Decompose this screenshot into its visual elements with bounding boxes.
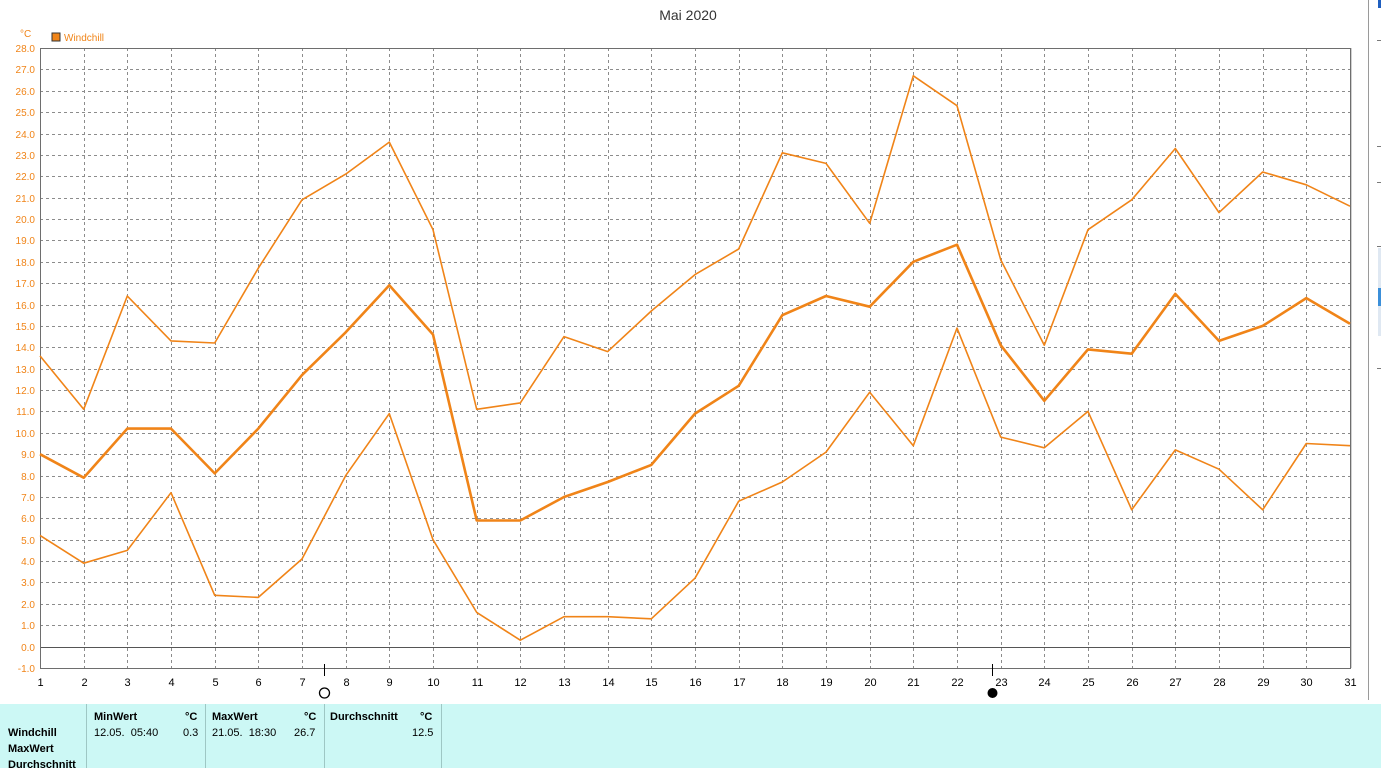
stats-label-column: Windchill MaxWert Durchschnitt <box>0 704 87 771</box>
x-tick-label: 12 <box>514 677 526 689</box>
y-tick-label: 21.0 <box>16 194 36 205</box>
legend-swatch <box>51 32 61 42</box>
windchill-chart: Mai 2020 °C Windchill -1.0 0.0 1.0 2.0 3.0 4.… <box>16 7 1357 699</box>
min-unit: °C <box>185 711 198 723</box>
y-tick-label: 19.0 <box>16 236 36 247</box>
edge-tick <box>1377 146 1381 147</box>
edge-tick <box>1377 40 1381 41</box>
x-tick-label: 2 <box>81 677 87 689</box>
x-tick-label: 10 <box>427 677 439 689</box>
max-unit: °C <box>304 711 317 723</box>
y-tick-label: 9.0 <box>21 450 35 461</box>
x-tick-label: 1 <box>37 677 43 689</box>
y-tick-label: 26.0 <box>16 87 36 98</box>
x-tick-label: 18 <box>776 677 788 689</box>
x-tick-label: 19 <box>820 677 832 689</box>
legend-label: Windchill <box>64 33 104 44</box>
x-tick-label: 17 <box>733 677 745 689</box>
max-datetime: 21.05. 18:30 <box>212 727 277 739</box>
y-tick-label: 6.0 <box>21 514 35 525</box>
max-header: MaxWert <box>212 711 258 723</box>
plot-frame <box>40 48 1351 669</box>
x-tick-label: 15 <box>645 677 657 689</box>
full-moon-icon <box>318 687 331 699</box>
x-tick-label: 5 <box>212 677 218 689</box>
y-tick-label: 8.0 <box>21 472 35 483</box>
x-tick-label: 3 <box>124 677 130 689</box>
stats-avg-column: Durchschnitt °C 12.5 <box>324 704 442 768</box>
x-tick-label: 14 <box>602 677 614 689</box>
x-tick-label: 7 <box>299 677 305 689</box>
y-tick-label: 12.0 <box>16 386 36 397</box>
y-tick-label: 18.0 <box>16 258 36 269</box>
y-tick-label: 24.0 <box>16 130 36 141</box>
y-tick-label: 13.0 <box>16 365 36 376</box>
y-tick-label: 17.0 <box>16 279 36 290</box>
max-value: 26.7 <box>294 727 316 739</box>
edge-tick <box>1377 368 1381 369</box>
series-line-max <box>39 75 1351 411</box>
x-tick-label: 27 <box>1169 677 1181 689</box>
x-tick-label: 26 <box>1126 677 1138 689</box>
y-tick-label: 27.0 <box>16 65 36 76</box>
x-tick-label: 22 <box>951 677 963 689</box>
y-tick-label: 16.0 <box>16 301 36 312</box>
y-tick-label: 0.0 <box>21 643 35 654</box>
series-line-avg <box>39 243 1351 522</box>
row-label-maxwert: MaxWert <box>8 743 54 755</box>
y-tick-label: 22.0 <box>16 172 36 183</box>
x-tick-label: 31 <box>1344 677 1356 689</box>
avg-value: 12.5 <box>412 727 434 739</box>
y-tick-label: 2.0 <box>21 600 35 611</box>
y-tick-label: 20.0 <box>16 215 36 226</box>
y-tick-label: 5.0 <box>21 536 35 547</box>
x-tick-label: 16 <box>689 677 701 689</box>
x-tick-label: 8 <box>343 677 349 689</box>
row-label-windchill: Windchill <box>8 727 57 739</box>
x-tick-label: 13 <box>558 677 570 689</box>
statistics-panel: Windchill MaxWert Durchschnitt MinWert °… <box>0 704 1381 771</box>
edge-selection <box>1378 288 1381 306</box>
y-axis-unit: °C <box>20 29 31 40</box>
y-tick-label: 11.0 <box>16 407 35 418</box>
x-tick-label: 9 <box>386 677 392 689</box>
chart-title: Mai 2020 <box>659 7 717 23</box>
avg-unit: °C <box>420 711 433 723</box>
y-tick-label: 1.0 <box>21 621 35 632</box>
x-tick-label: 24 <box>1038 677 1050 689</box>
y-tick-label: 25.0 <box>16 108 36 119</box>
y-tick-label: 7.0 <box>21 493 35 504</box>
edge-tick <box>1377 182 1381 183</box>
x-tick-label: 30 <box>1300 677 1312 689</box>
edge-highlight <box>1378 0 1381 8</box>
y-tick-label: 14.0 <box>16 343 36 354</box>
series-line-min <box>39 327 1351 642</box>
y-tick-label: 28.0 <box>16 44 36 55</box>
y-tick-label: -1.0 <box>18 664 36 675</box>
avg-header: Durchschnitt <box>330 711 398 723</box>
y-tick-label: 3.0 <box>21 578 35 589</box>
stats-min-column: MinWert °C 12.05. 05:40 0.3 <box>86 704 206 768</box>
min-datetime: 12.05. 05:40 <box>94 727 159 739</box>
y-tick-label: 10.0 <box>16 429 36 440</box>
edge-tick <box>1377 246 1381 247</box>
x-tick-label: 21 <box>907 677 919 689</box>
x-tick-label: 25 <box>1082 677 1094 689</box>
window-edge-strip <box>1368 0 1381 700</box>
x-tick-label: 4 <box>168 677 174 689</box>
new-moon-icon <box>987 688 998 698</box>
y-tick-label: 4.0 <box>21 557 35 568</box>
y-tick-label: 15.0 <box>16 322 36 333</box>
x-tick-label: 29 <box>1257 677 1269 689</box>
x-tick-label: 28 <box>1213 677 1225 689</box>
x-tick-label: 6 <box>255 677 261 689</box>
row-label-durchschnitt: Durchschnitt <box>8 759 76 771</box>
x-tick-label: 11 <box>472 677 483 689</box>
x-tick-label: 20 <box>864 677 876 689</box>
x-tick-label: 23 <box>995 677 1007 689</box>
min-header: MinWert <box>94 711 138 723</box>
stats-max-column: MaxWert °C 21.05. 18:30 26.7 <box>205 704 325 768</box>
y-tick-label: 23.0 <box>16 151 36 162</box>
min-value: 0.3 <box>183 727 199 739</box>
